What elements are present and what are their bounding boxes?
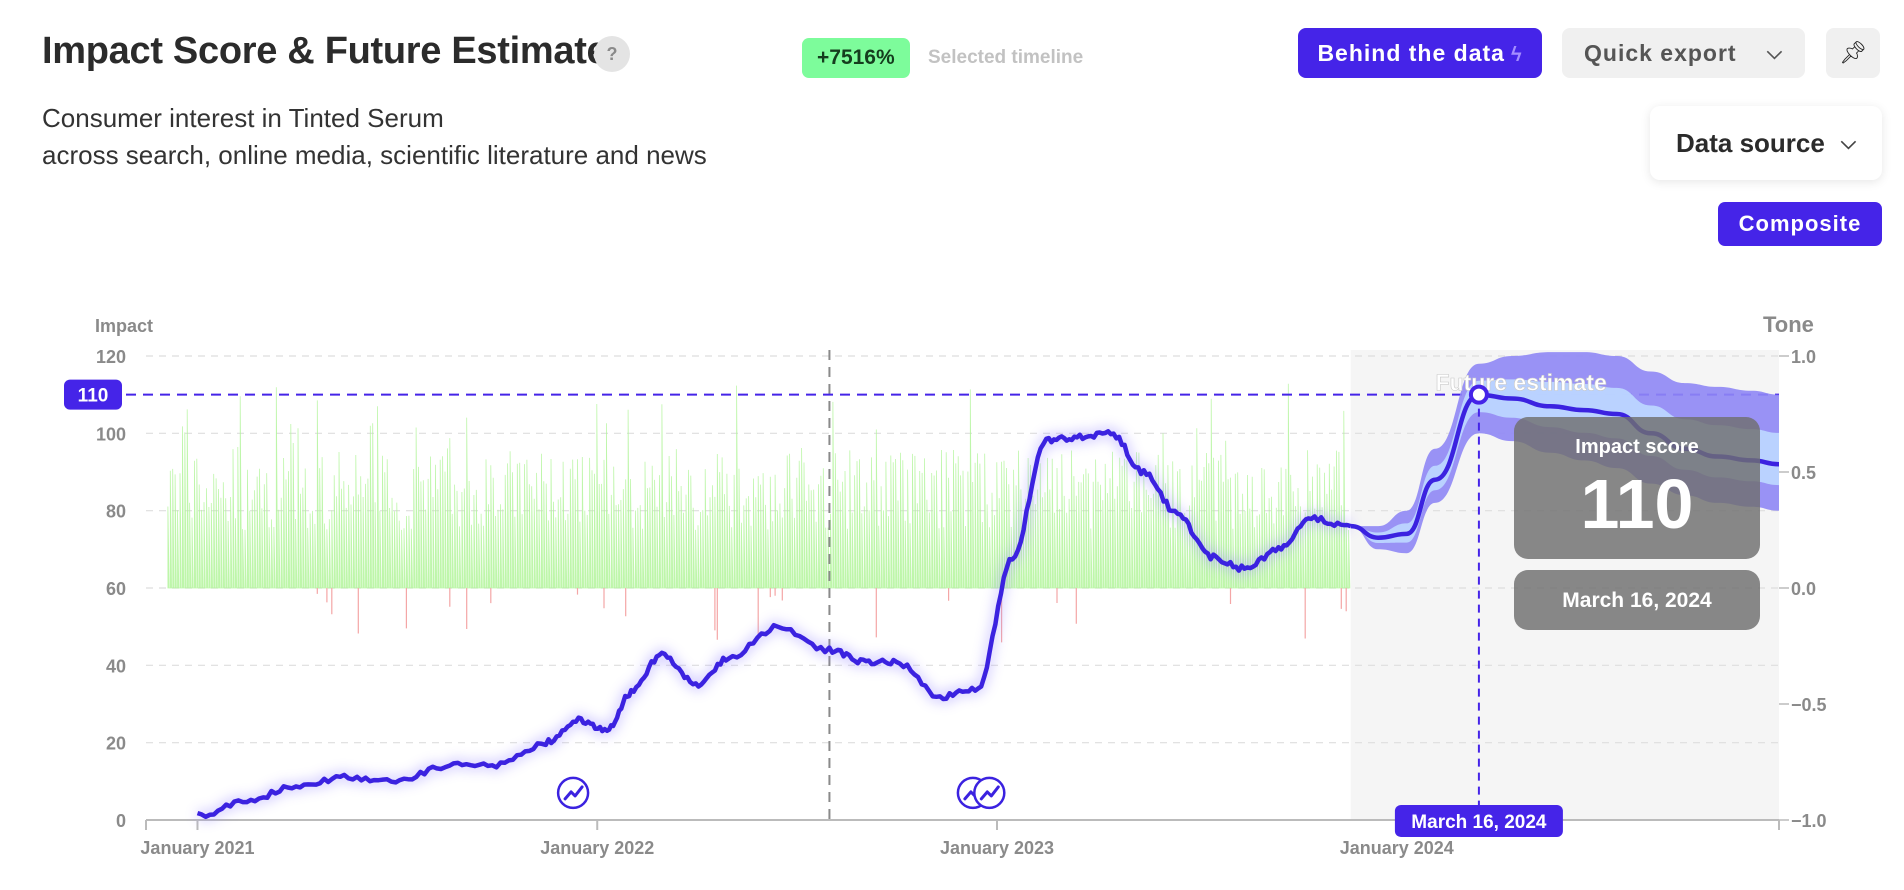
impact-score-line: [196, 429, 1352, 820]
bolt-icon: ϟ: [1510, 44, 1523, 66]
left-axis-tick-label: 20: [106, 734, 126, 754]
reference-value-label: 110: [78, 386, 109, 407]
page-title: Impact Score & Future Estimate: [42, 30, 608, 72]
x-axis-tick-label: January 2024: [1340, 838, 1454, 858]
data-source-dropdown[interactable]: Data source ⌵: [1650, 106, 1882, 180]
quick-export-button[interactable]: Quick export ⌵: [1562, 28, 1805, 78]
left-axis-tick-label: 80: [106, 502, 126, 522]
growth-label: Selected timeline: [928, 47, 1084, 68]
trend-marker-glyph: [979, 785, 1000, 801]
tone-positive-bars: [167, 383, 1351, 589]
future-estimate-label: Future estimate: [1435, 370, 1606, 396]
left-axis-tick-label: 60: [106, 579, 126, 599]
reference-value-badge: [64, 379, 122, 410]
trend-marker-icon[interactable]: [973, 776, 1006, 810]
x-axis-tick-label: January 2023: [940, 838, 1054, 858]
chart-subtitle: Consumer interest in Tinted Serum across…: [42, 100, 707, 174]
x-axis-tick-label: January 2021: [140, 838, 254, 858]
composite-button[interactable]: Composite: [1718, 202, 1882, 246]
left-axis-label: Impact: [95, 316, 153, 336]
right-axis-tick-label: 1.0: [1791, 347, 1816, 367]
behind-the-data-button[interactable]: Behind the data ϟ: [1298, 28, 1542, 78]
tooltip-date: March 16, 2024: [1562, 589, 1712, 612]
growth-badge: +7516%: [802, 38, 910, 78]
right-axis-tick-label: −1.0: [1791, 811, 1827, 831]
help-icon[interactable]: ?: [594, 36, 630, 72]
right-axis-label: Tone: [1763, 312, 1814, 337]
tooltip-card: [1514, 417, 1760, 559]
tooltip-value: 110: [1581, 465, 1694, 543]
right-axis-tick-label: −0.5: [1791, 695, 1827, 715]
x-highlight-label: March 16, 2024: [1411, 812, 1547, 833]
left-axis-tick-label: 40: [106, 656, 126, 676]
left-axis-tick-label: 100: [96, 424, 126, 444]
left-axis-tick-label: 120: [96, 347, 126, 367]
tooltip-date-card: [1514, 570, 1760, 630]
tooltip-point[interactable]: [1468, 384, 1489, 405]
data-source-label: Data source: [1676, 128, 1825, 158]
quick-export-label: Quick export: [1584, 40, 1737, 66]
tone-negative-bars: [316, 588, 1347, 643]
trend-marker-glyph: [563, 785, 584, 801]
subtitle-line-1: Consumer interest in Tinted Serum: [42, 103, 444, 133]
x-axis-tick-label: January 2022: [540, 838, 654, 858]
x-highlight-badge: [1394, 805, 1563, 837]
right-axis-tick-label: 0.0: [1791, 579, 1816, 599]
chevron-down-icon: ⌵: [1840, 132, 1856, 154]
left-axis-tick-label: 0: [116, 811, 126, 831]
behind-the-data-label: Behind the data: [1317, 40, 1505, 66]
pin-icon: 📌︎: [1839, 40, 1867, 65]
right-axis-tick-label: 0.5: [1791, 463, 1816, 483]
tooltip-title: Impact score: [1575, 436, 1698, 458]
chevron-down-icon: ⌵: [1766, 42, 1783, 64]
trend-marker-icon[interactable]: [556, 776, 590, 810]
pin-button[interactable]: 📌︎: [1826, 28, 1880, 78]
subtitle-line-2: across search, online media, scientific …: [42, 140, 707, 170]
